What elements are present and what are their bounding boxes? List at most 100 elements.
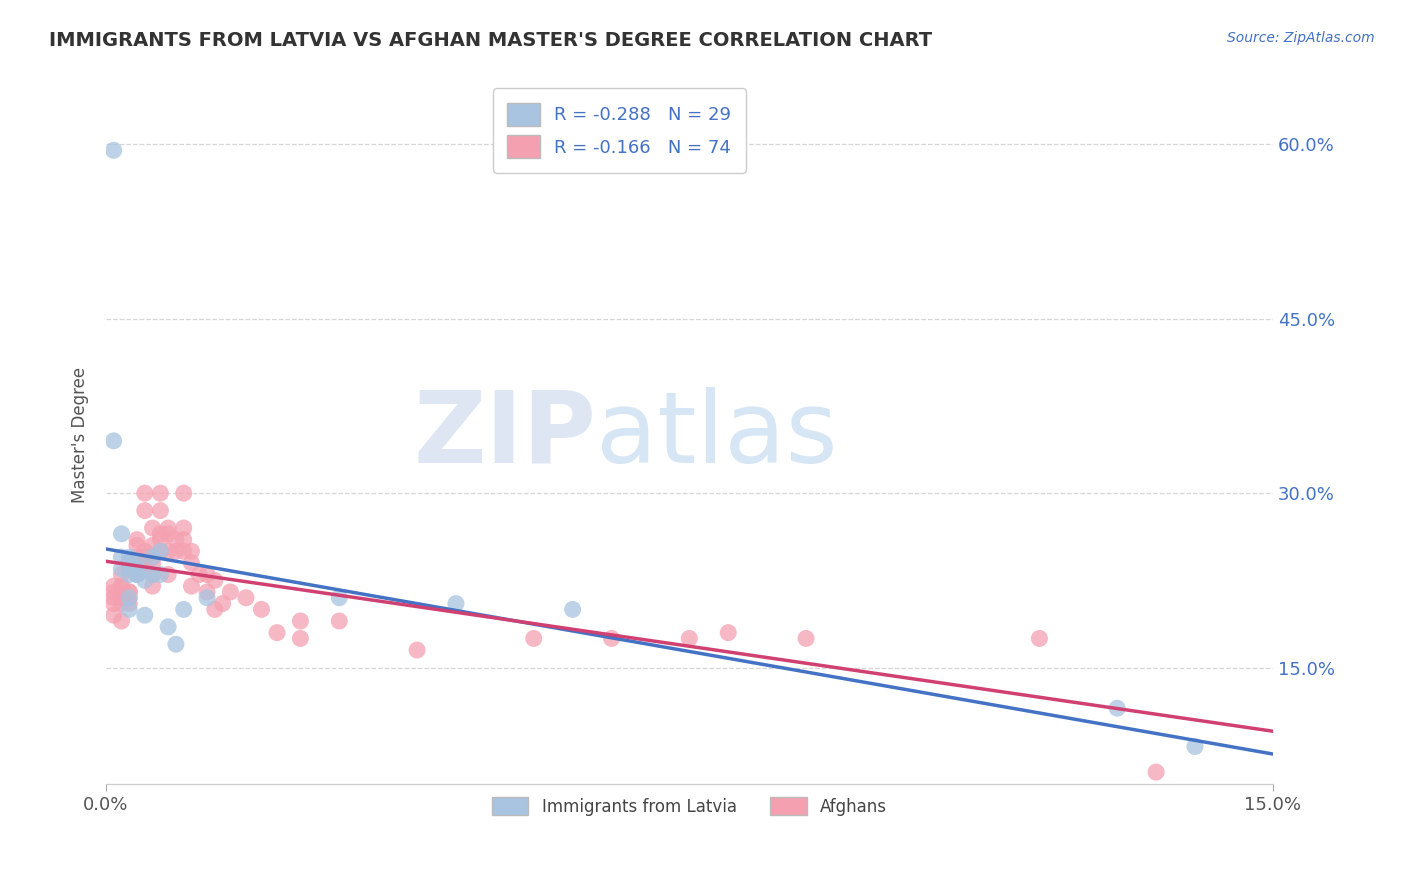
Point (157, 620, 180, 634)
Legend: Immigrants from Latvia, Afghans: Immigrants from Latvia, Afghans (484, 789, 896, 824)
Point (110, 550, 132, 565)
Point (134, 503, 156, 517)
Point (103, 597, 125, 611)
Point (110, 597, 132, 611)
Text: ZIP: ZIP (413, 386, 596, 483)
Point (125, 562, 148, 576)
Point (328, 614, 350, 628)
Point (118, 556, 141, 570)
Point (165, 533, 187, 547)
Point (173, 533, 195, 547)
Point (103, 143, 125, 157)
Point (134, 574, 156, 588)
Point (173, 544, 195, 558)
Text: Source: ZipAtlas.com: Source: ZipAtlas.com (1227, 31, 1375, 45)
Point (125, 567, 148, 582)
Point (195, 591, 218, 605)
Point (134, 544, 156, 558)
Point (118, 591, 141, 605)
Point (149, 567, 172, 582)
Point (188, 567, 211, 582)
Point (180, 579, 202, 593)
Point (118, 556, 141, 570)
Point (165, 544, 187, 558)
Point (173, 486, 195, 500)
Point (134, 556, 156, 570)
Point (290, 614, 312, 628)
Point (794, 632, 817, 646)
Point (328, 591, 350, 605)
Point (600, 632, 623, 646)
Point (180, 544, 202, 558)
Point (149, 544, 172, 558)
Point (118, 550, 141, 565)
Point (118, 562, 141, 576)
Point (157, 521, 180, 535)
Point (110, 526, 132, 541)
Point (118, 567, 141, 582)
Point (444, 597, 467, 611)
Point (110, 567, 132, 582)
Point (142, 556, 165, 570)
Point (219, 585, 242, 599)
Point (110, 591, 132, 605)
Point (134, 562, 156, 576)
Point (110, 579, 132, 593)
Point (406, 643, 429, 657)
Point (125, 567, 148, 582)
Point (110, 562, 132, 576)
Point (125, 533, 148, 547)
Point (195, 585, 218, 599)
Point (125, 556, 148, 570)
Point (195, 567, 218, 582)
Point (149, 544, 172, 558)
Point (149, 533, 172, 547)
Point (142, 521, 165, 535)
Point (118, 585, 141, 599)
Point (204, 602, 226, 616)
Point (103, 608, 125, 623)
Point (173, 602, 195, 616)
Point (149, 503, 172, 517)
Point (149, 486, 172, 500)
Point (250, 602, 273, 616)
Point (134, 550, 156, 565)
Point (125, 539, 148, 553)
Point (134, 608, 156, 623)
Point (561, 602, 583, 616)
Point (266, 625, 288, 640)
Point (142, 539, 165, 553)
Point (678, 632, 700, 646)
Point (157, 526, 180, 541)
Text: IMMIGRANTS FROM LATVIA VS AFGHAN MASTER'S DEGREE CORRELATION CHART: IMMIGRANTS FROM LATVIA VS AFGHAN MASTER'… (49, 31, 932, 50)
Point (142, 550, 165, 565)
Point (165, 637, 187, 651)
Point (235, 591, 257, 605)
Y-axis label: Master's Degree: Master's Degree (72, 367, 89, 503)
Point (523, 632, 546, 646)
Point (157, 567, 180, 582)
Point (103, 434, 125, 448)
Point (204, 574, 226, 588)
Point (290, 632, 312, 646)
Point (118, 602, 141, 616)
Point (125, 567, 148, 582)
Point (118, 597, 141, 611)
Point (110, 614, 132, 628)
Point (1028, 632, 1050, 646)
Point (134, 486, 156, 500)
Point (1107, 701, 1129, 715)
Point (1184, 739, 1206, 754)
Point (157, 544, 180, 558)
Point (211, 597, 233, 611)
Point (103, 579, 125, 593)
Point (149, 526, 172, 541)
Point (103, 591, 125, 605)
Point (125, 556, 148, 570)
Point (173, 521, 195, 535)
Text: atlas: atlas (596, 386, 838, 483)
Point (142, 567, 165, 582)
Point (118, 585, 141, 599)
Point (118, 591, 141, 605)
Point (142, 550, 165, 565)
